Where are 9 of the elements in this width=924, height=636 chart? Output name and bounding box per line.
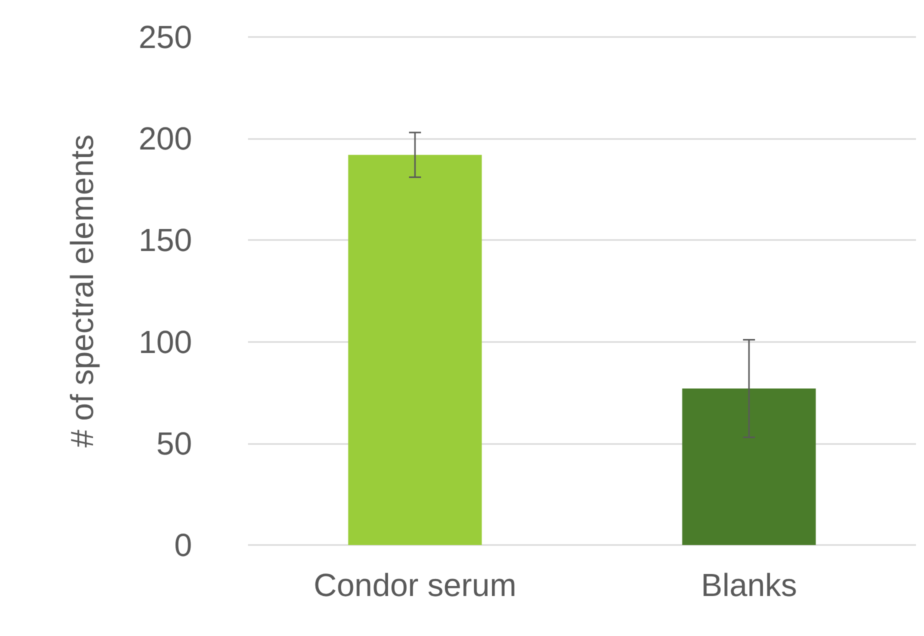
y-tick-label: 0: [174, 527, 192, 563]
y-tick-label: 150: [138, 222, 192, 258]
y-tick-label: 100: [138, 324, 192, 360]
x-tick-label: Condor serum: [314, 567, 516, 603]
y-axis-title: # of spectral elements: [64, 134, 100, 448]
y-tick-label: 50: [156, 425, 192, 462]
y-tick-label: 200: [138, 120, 192, 157]
x-tick-label: Blanks: [700, 567, 798, 603]
y-tick-label: 250: [138, 19, 192, 55]
